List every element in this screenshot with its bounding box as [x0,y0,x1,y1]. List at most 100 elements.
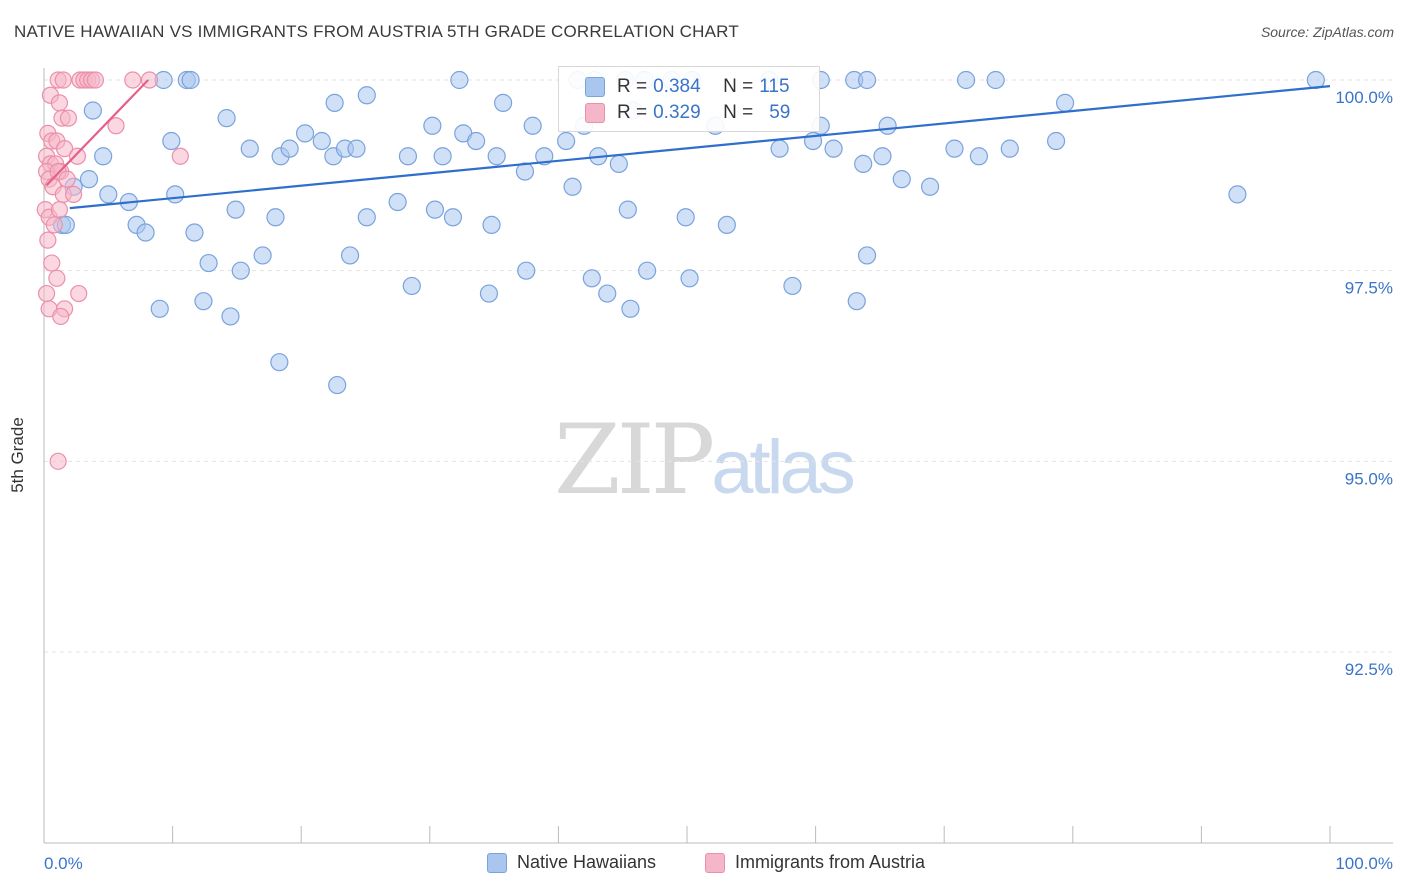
legend-item-immigrants-austria[interactable]: Immigrants from Austria [705,852,925,873]
native-hawaiians-point [847,292,866,311]
native-hawaiians-point [136,223,155,242]
blue-swatch [585,77,605,97]
native-hawaiians-point [270,353,289,372]
r-label: R = [617,76,648,97]
native-hawaiians-point [517,261,536,280]
native-hawaiians-point [563,177,582,196]
native-hawaiians-point [479,284,499,303]
native-hawaiians-point [388,192,407,212]
native-hawaiians-point [638,261,657,280]
n-label: N = [723,76,754,97]
legend-label: Immigrants from Austria [735,852,926,872]
chart-title: NATIVE HAWAIIAN VS IMMIGRANTS FROM AUSTR… [14,22,739,41]
immigrants-austria-point [48,269,66,287]
legend-label: Native Hawaiians [517,852,657,872]
native-hawaiians-point [494,93,513,112]
immigrants-austria-point [50,201,69,219]
immigrants-austria-point [64,185,83,203]
stats-box: R = 0.384 N = 115 R = 0.329 N = 59 [558,66,820,132]
native-hawaiians-point [535,147,554,166]
y-tick-label: 92.5% [1345,660,1393,679]
source-credit: Source: ZipAtlas.com [1260,24,1394,40]
native-hawaiians-point [676,208,695,227]
native-hawaiians-point [423,116,442,135]
native-hawaiians-point [266,208,285,227]
native-hawaiians-point [680,269,699,288]
native-hawaiians-point [618,200,637,219]
native-hawaiians-point [443,208,463,227]
native-hawaiians-point [357,208,376,227]
x-tick-label-min: 0.0% [44,854,83,873]
native-hawaiians-point [240,139,259,158]
immigrants-austria-point [50,94,69,112]
native-hawaiians-point [609,154,628,173]
immigrants-austria-point [59,109,78,127]
immigrants-austria-point [70,284,88,303]
native-hawaiians-point [280,139,299,158]
r-value: 0.329 [653,102,701,123]
n-value: 59 [769,102,791,123]
native-hawaiians-point [181,70,200,90]
native-hawaiians-point [1046,131,1066,151]
native-hawaiians-point [402,276,421,296]
native-hawaiians-point [217,109,236,128]
native-hawaiians-point [878,116,897,135]
n-value: 115 [759,76,790,97]
pink-swatch [585,103,605,123]
native-hawaiians-point [83,101,102,120]
native-hawaiians-trendline [69,85,1331,210]
native-hawaiians-point [857,246,877,265]
immigrants-austria-point [52,307,70,326]
native-hawaiians-point [398,147,418,166]
native-hawaiians-point [717,215,736,235]
native-hawaiians-point [582,269,601,288]
native-hawaiians-point [854,154,873,173]
r-label: R = [617,102,648,123]
native-hawaiians-point [150,299,169,318]
immigrants-austria-point [43,254,61,272]
stats-row-native-hawaiians: R = 0.384 N = 115 [585,74,790,100]
r-value: 0.384 [653,76,701,97]
native-hawaiians-point [945,139,964,158]
native-hawaiians-point [783,276,802,296]
native-hawaiians-point [969,147,989,166]
native-hawaiians-point [450,70,469,90]
native-hawaiians-point [433,147,452,166]
y-tick-label: 95.0% [1345,469,1393,488]
native-hawaiians-point [824,139,843,158]
native-hawaiians-point [1000,139,1019,158]
zipatlas-watermark: ZIPatlas [554,404,856,516]
immigrants-austria-point [68,147,87,165]
native-hawaiians-point [956,70,976,90]
native-hawaiians-point [425,200,445,219]
watermark-atlas: atlas [711,425,856,510]
native-hawaiians-point [357,86,376,105]
native-hawaiians-point [557,131,576,151]
legend-item-native-hawaiians[interactable]: Native Hawaiians [487,852,656,873]
immigrants-austria-point [124,71,142,89]
native-hawaiians-point [221,307,240,326]
native-hawaiians-point [598,284,617,303]
native-hawaiians-point [253,246,272,265]
legend-swatch-blue [487,852,507,873]
native-hawaiians-point [873,147,892,166]
native-hawaiians-point [523,116,542,135]
immigrants-austria-point [171,147,189,165]
native-hawaiians-point [328,375,347,395]
native-hawaiians-point [920,177,940,196]
immigrants-austria-point [58,170,76,188]
native-hawaiians-point [487,147,506,166]
legend: Native Hawaiians Immigrants from Austria [0,852,1406,878]
x-tick-label-max: 100.0% [1335,854,1393,873]
native-hawaiians-point [185,223,204,242]
native-hawaiians-point [226,200,245,219]
native-hawaiians-point [312,131,331,151]
native-hawaiians-point [892,170,911,189]
native-hawaiians-point [340,246,360,265]
native-hawaiians-point [857,70,877,90]
native-hawaiians-point [194,292,213,311]
native-hawaiians-point [325,93,344,112]
native-hawaiians-point [99,185,118,204]
immigrants-austria-point [49,452,67,470]
